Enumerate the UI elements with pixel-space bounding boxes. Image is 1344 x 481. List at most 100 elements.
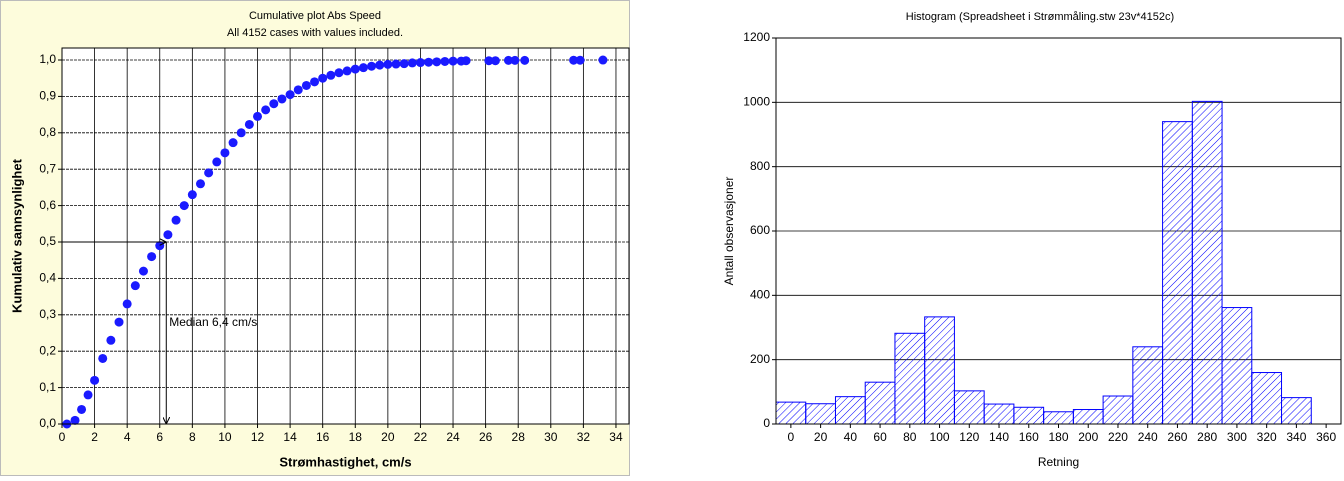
y-tick-label: 0,0 bbox=[39, 416, 56, 430]
y-tick-label: 200 bbox=[750, 352, 770, 366]
point bbox=[461, 56, 471, 66]
point bbox=[407, 58, 417, 68]
point bbox=[326, 70, 336, 80]
bar bbox=[1191, 100, 1223, 425]
x-tick-label: 20 bbox=[381, 430, 395, 444]
plot-area bbox=[62, 48, 629, 424]
x-tick-label: 18 bbox=[349, 430, 363, 444]
x-tick-label: 16 bbox=[316, 430, 330, 444]
bar bbox=[1281, 397, 1312, 425]
y-axis-label: Kumulativ sannsynlighet bbox=[9, 158, 24, 313]
point bbox=[163, 230, 173, 240]
point bbox=[138, 266, 148, 276]
point bbox=[285, 90, 295, 100]
point bbox=[440, 56, 450, 66]
x-tick-label: 32 bbox=[577, 430, 591, 444]
point bbox=[490, 56, 500, 66]
y-tick-label: 1,0 bbox=[39, 52, 56, 66]
x-tick-label: 320 bbox=[1257, 430, 1277, 444]
x-tick-label: 2 bbox=[91, 430, 98, 444]
point bbox=[171, 215, 181, 225]
point bbox=[350, 64, 360, 74]
x-tick-label: 20 bbox=[814, 430, 828, 444]
x-tick-label: 160 bbox=[1019, 430, 1039, 444]
y-tick-label: 0,7 bbox=[39, 161, 56, 175]
y-tick-label: 0,5 bbox=[39, 234, 56, 248]
bar bbox=[894, 332, 926, 425]
bar bbox=[1013, 406, 1045, 425]
x-tick-label: 240 bbox=[1138, 430, 1158, 444]
point bbox=[598, 55, 608, 65]
point bbox=[367, 61, 377, 71]
x-tick-label: 360 bbox=[1316, 430, 1336, 444]
x-tick-label: 220 bbox=[1108, 430, 1128, 444]
x-tick-label: 6 bbox=[156, 430, 163, 444]
y-tick-label: 0,2 bbox=[39, 343, 56, 357]
point bbox=[244, 119, 254, 129]
x-tick-label: 34 bbox=[609, 430, 623, 444]
annotation: Median 6,4 cm/s bbox=[169, 315, 257, 329]
x-tick-label: 28 bbox=[512, 430, 526, 444]
point bbox=[98, 353, 108, 363]
bar bbox=[1043, 411, 1074, 425]
y-tick-label: 0,1 bbox=[39, 380, 56, 394]
point bbox=[424, 57, 434, 67]
y-tick-label: 600 bbox=[750, 223, 770, 237]
point bbox=[510, 55, 520, 65]
bar bbox=[1251, 372, 1283, 425]
point bbox=[253, 111, 263, 121]
bar bbox=[1221, 307, 1253, 425]
point bbox=[358, 63, 368, 73]
point bbox=[147, 252, 157, 262]
x-tick-label: 30 bbox=[544, 430, 558, 444]
x-tick-label: 80 bbox=[903, 430, 917, 444]
x-axis-label: Strømhastighet, cm/s bbox=[279, 454, 411, 469]
point bbox=[432, 57, 442, 67]
bar bbox=[834, 396, 866, 425]
y-tick-label: 0,6 bbox=[39, 198, 56, 212]
y-tick-label: 0,4 bbox=[39, 271, 56, 285]
point bbox=[520, 55, 530, 65]
point bbox=[277, 94, 287, 104]
bar bbox=[864, 381, 896, 425]
point bbox=[204, 168, 214, 178]
point bbox=[195, 179, 205, 189]
x-tick-label: 180 bbox=[1048, 430, 1068, 444]
point bbox=[334, 68, 344, 78]
point bbox=[261, 105, 271, 115]
y-tick-label: 400 bbox=[750, 288, 770, 302]
point bbox=[293, 85, 303, 95]
point bbox=[269, 99, 279, 109]
bar bbox=[1162, 121, 1193, 425]
x-tick-label: 8 bbox=[189, 430, 196, 444]
plot-frame bbox=[775, 37, 1342, 425]
x-tick-label: 10 bbox=[218, 430, 232, 444]
bar bbox=[805, 403, 836, 425]
x-tick-label: 100 bbox=[930, 430, 950, 444]
point bbox=[130, 281, 140, 291]
point bbox=[301, 80, 311, 90]
y-tick-label: 0,9 bbox=[39, 89, 56, 103]
plot-frame bbox=[61, 47, 630, 425]
point bbox=[90, 375, 100, 385]
point bbox=[415, 58, 425, 68]
bar bbox=[953, 390, 985, 425]
point bbox=[310, 77, 320, 87]
bar bbox=[775, 401, 807, 425]
chart-title: Cumulative plot Abs Speed bbox=[249, 10, 381, 22]
point bbox=[114, 317, 124, 327]
point bbox=[77, 404, 87, 414]
x-tick-label: 60 bbox=[873, 430, 887, 444]
point bbox=[179, 201, 189, 211]
x-tick-label: 40 bbox=[844, 430, 858, 444]
point bbox=[187, 190, 197, 200]
y-tick-label: 0,3 bbox=[39, 307, 56, 321]
y-axis-label: Antall observasjoner bbox=[722, 177, 736, 286]
point bbox=[503, 55, 513, 65]
y-tick-label: 1200 bbox=[743, 30, 770, 44]
bar bbox=[983, 403, 1015, 425]
x-tick-label: 340 bbox=[1286, 430, 1306, 444]
point bbox=[83, 390, 93, 400]
chart-subtitle: All 4152 cases with values included. bbox=[227, 27, 403, 39]
